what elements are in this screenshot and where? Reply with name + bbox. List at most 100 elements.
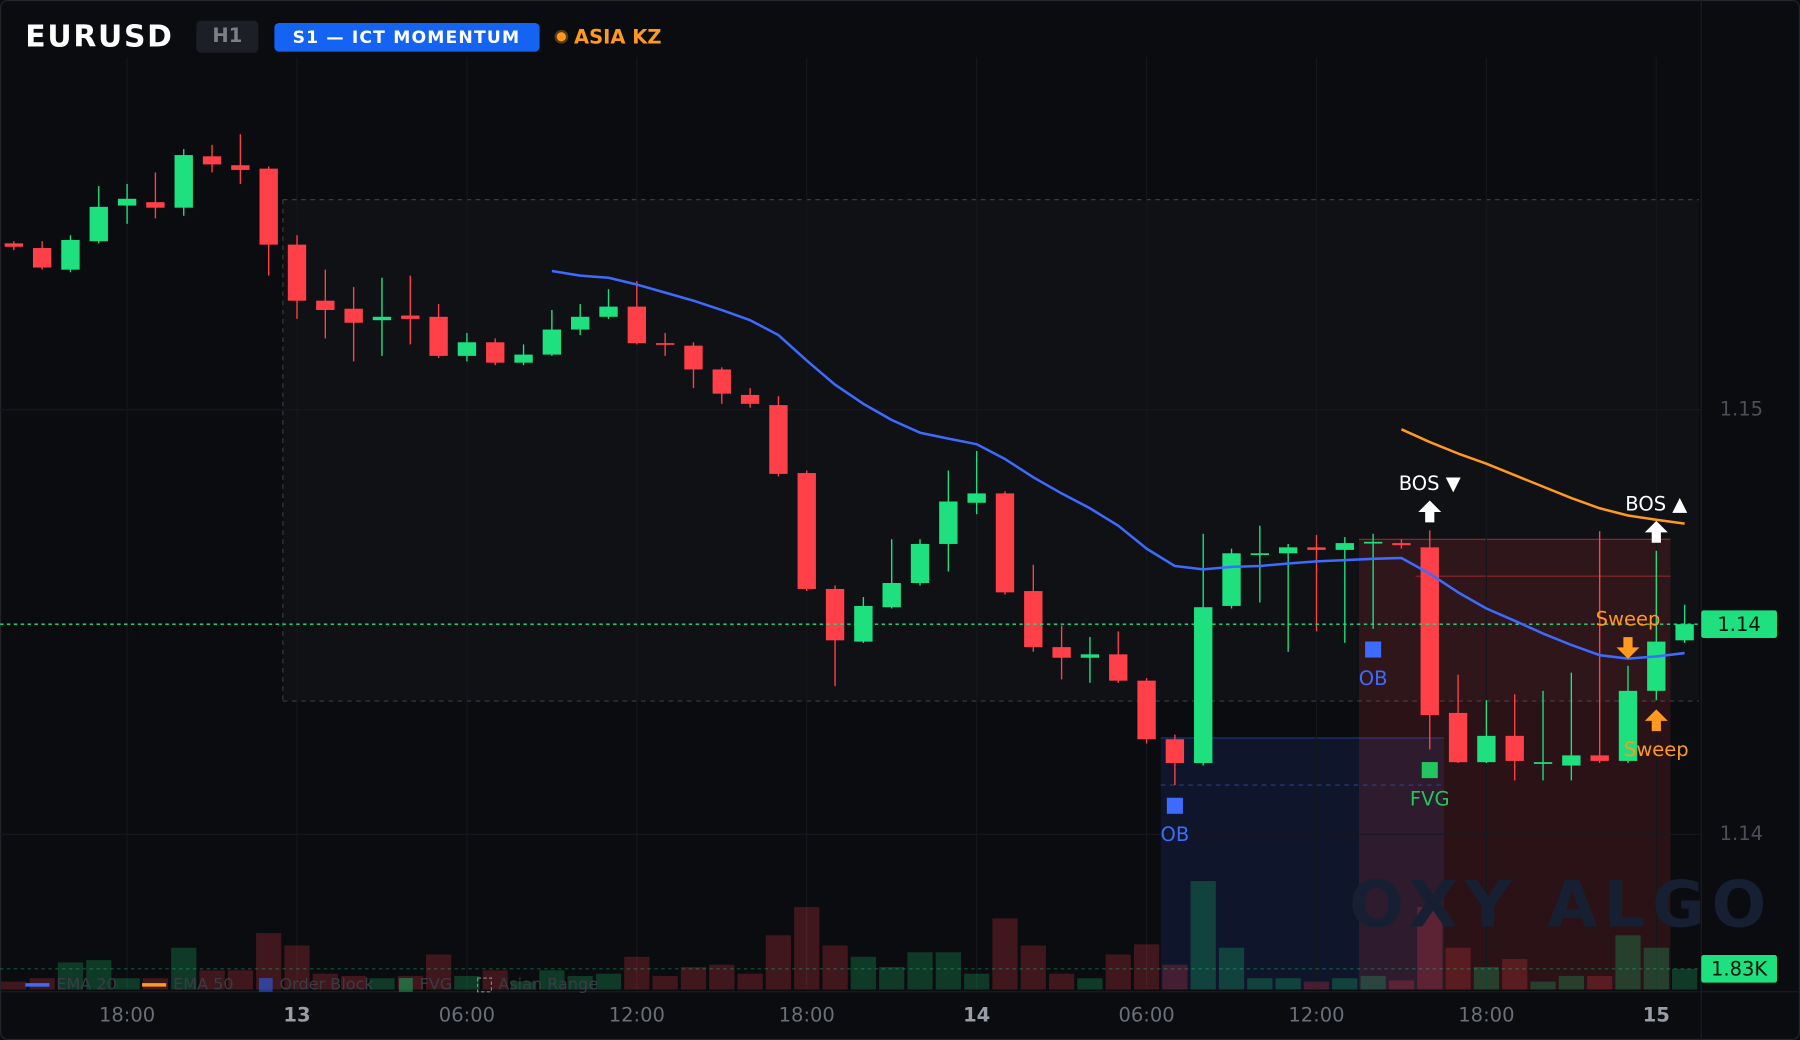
volume-bar: [1558, 975, 1584, 990]
x-tick-label: 06:00: [439, 1003, 495, 1026]
candle-body: [1024, 591, 1043, 648]
volume-bar: [57, 962, 84, 990]
volume-bar: [1275, 978, 1301, 990]
candle-body: [1250, 553, 1270, 556]
candle-body: [910, 543, 930, 584]
volume-bar: [907, 952, 933, 990]
candle-body: [1278, 547, 1298, 554]
volume-bar: [1388, 980, 1415, 990]
candle-body: [1618, 690, 1638, 761]
volume-bar: [1020, 945, 1046, 990]
candles: [0, 134, 1702, 786]
volume-bar: [1671, 968, 1698, 990]
legend-label: Asian Range: [498, 974, 598, 993]
volume-bar: [1218, 947, 1245, 990]
candle-body: [825, 588, 845, 641]
candle-body: [712, 369, 731, 394]
annotation-arrow: [1616, 637, 1640, 659]
volume-bar: [1643, 947, 1669, 990]
candle-body: [1194, 607, 1213, 764]
volume-bar: [1360, 975, 1386, 990]
volume-bar: [454, 975, 480, 990]
candle-body: [1165, 739, 1185, 764]
annotation-label: OB: [1359, 667, 1388, 690]
annotation-label: BOS ▼: [1399, 472, 1461, 495]
candle-body: [1222, 553, 1241, 606]
annotation-marker: [1365, 641, 1382, 658]
volume-bar: [850, 956, 877, 990]
x-tick-label: 14: [963, 1003, 990, 1026]
volume-bar: [1502, 959, 1528, 990]
volume-bar: [312, 973, 338, 990]
candle-body: [571, 316, 590, 330]
volume-bar: [1048, 973, 1075, 990]
candle-body: [429, 316, 448, 356]
volume-bar: [1133, 944, 1160, 990]
session: ASIA KZ: [574, 25, 662, 48]
volume-bar: [1445, 947, 1471, 990]
annotation-marker: [1421, 762, 1438, 779]
candle-body: [1052, 647, 1071, 658]
volume-bar: [652, 975, 678, 990]
legend-swatch: [258, 978, 273, 992]
ema-line: [1400, 428, 1685, 525]
session-dot: [554, 29, 569, 44]
volume-bar: [567, 975, 593, 990]
candle-body: [1533, 762, 1553, 764]
candle-body: [1335, 543, 1354, 550]
annotation-label: BOS ▲: [1625, 492, 1687, 515]
last-price-label: 1.14: [1717, 613, 1760, 636]
header: EURUSD H1 S1 — ICT MOMENTUM ASIA KZ: [25, 19, 661, 54]
x-tick-label: 06:00: [1118, 1003, 1174, 1026]
volume-bar: [1587, 975, 1613, 990]
candle-body: [89, 206, 108, 242]
candle-body: [627, 306, 647, 344]
candle-body: [146, 202, 165, 208]
volume-bar: [86, 960, 112, 990]
annotation-arrow: [1644, 709, 1668, 732]
candle-body: [4, 243, 24, 247]
last-price-badge: [1701, 610, 1777, 638]
legend-label: EMA 20: [56, 974, 117, 993]
volume-bar: [1473, 966, 1500, 990]
candle-body: [117, 198, 137, 206]
x-tick-label: 18:00: [1458, 1003, 1514, 1026]
ema-line: [551, 269, 1685, 660]
candle-body: [684, 345, 703, 370]
candle-body: [1590, 755, 1609, 761]
candle-body: [1647, 641, 1666, 691]
volume-bar: [737, 973, 763, 990]
candle-body: [1137, 680, 1156, 740]
candle-body: [967, 493, 986, 503]
volume-bar: [680, 966, 707, 990]
annotation-arrow: [1644, 520, 1668, 543]
candle-body: [61, 239, 80, 270]
volume-bar: [794, 907, 820, 990]
annotation-label: FVG: [1410, 787, 1450, 810]
annotation-arrow: [1418, 500, 1442, 523]
volume-bar: [935, 952, 961, 990]
annotations: OB OB FVG BOS ▼ BOS ▲ Sweep Sweep: [1161, 472, 1689, 846]
volume-bar: [709, 964, 735, 990]
legend-swatch: [399, 978, 413, 992]
candle-body: [1562, 755, 1581, 766]
volume-bar: [425, 954, 452, 990]
indicator-lines: [551, 269, 1685, 660]
timeframe-badge: [196, 20, 259, 53]
volume-bar: [1247, 978, 1273, 990]
candle-body: [599, 306, 618, 317]
x-tick-label: 15: [1643, 1003, 1670, 1026]
volume-bar: [1105, 954, 1131, 990]
last-volume-badge: [1701, 955, 1777, 983]
candle-body: [32, 248, 52, 268]
candle-body: [174, 155, 193, 208]
candle-body: [995, 493, 1015, 593]
candle-body: [1109, 654, 1128, 681]
annotation-label: Sweep: [1596, 607, 1661, 630]
volume-bar: [284, 945, 310, 990]
annotation-marker: [1166, 797, 1183, 814]
candle-body: [486, 342, 505, 363]
legend-label: Order Block: [280, 974, 375, 993]
volume-bar: [1162, 964, 1188, 990]
